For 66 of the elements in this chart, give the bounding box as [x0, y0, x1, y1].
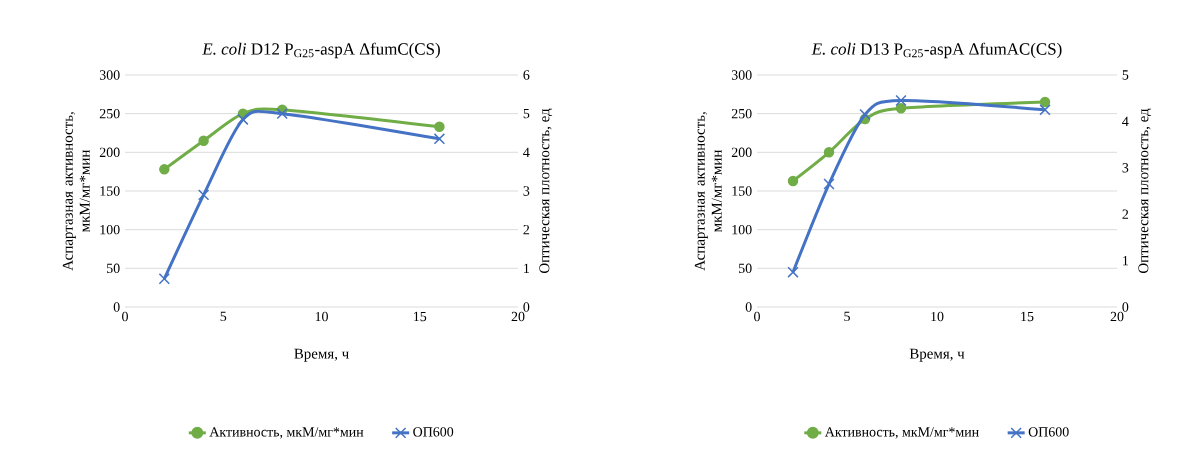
- y2-axis-title: Оптическая плотность, ед: [539, 108, 553, 274]
- point: [787, 175, 799, 187]
- point: [1039, 104, 1051, 116]
- x-tick-label: 15: [1021, 311, 1034, 322]
- y2-axis-title: Оптическая плотность, ед: [1138, 108, 1152, 274]
- y2-tick-label: 2: [523, 225, 530, 235]
- y2-tick-label: 4: [523, 147, 530, 157]
- chart-title: E. coli D12 P$_{G25}$-aspA ΔfumC(CS): [202, 42, 440, 59]
- point: [237, 113, 249, 126]
- x-tick-label: 20: [1110, 311, 1124, 322]
- point: [276, 107, 288, 120]
- y-tick-label: 300: [731, 70, 752, 80]
- x-tick-label: 0: [122, 311, 128, 322]
- y-tick-label: 0: [113, 302, 120, 312]
- y-tick-label: 200: [731, 147, 752, 158]
- legend-label: Активность, мкМ/мг*мин: [209, 427, 364, 439]
- x-tick-label: 5: [844, 311, 850, 322]
- point: [197, 189, 210, 201]
- y-tick-label: 200: [99, 147, 120, 158]
- y-tick-label: 250: [99, 108, 120, 119]
- y-tick-label: 300: [99, 70, 120, 80]
- point: [859, 108, 871, 121]
- point: [823, 147, 835, 158]
- point: [434, 121, 445, 133]
- x-tick-label: 0: [754, 311, 760, 322]
- point: [433, 133, 446, 145]
- y-tick-label: 150: [732, 186, 752, 196]
- point: [895, 103, 907, 114]
- y2-tick-label: 0: [1122, 302, 1129, 312]
- point: [787, 266, 799, 278]
- point: [159, 164, 170, 175]
- x-tick-label: 10: [931, 311, 944, 322]
- legend-label: Активность, мкМ/мг*мин: [824, 427, 979, 439]
- point: [158, 273, 170, 285]
- legend-label: ОП600: [413, 427, 454, 437]
- y2-tick-label: 5: [523, 109, 530, 119]
- y2-tick-label: 2: [1122, 209, 1129, 219]
- y-tick-label: 50: [107, 263, 120, 274]
- y2-tick-label: 4: [1122, 116, 1129, 126]
- point: [895, 94, 907, 107]
- y-tick-label: 100: [100, 224, 120, 235]
- y2-tick-label: 6: [523, 70, 530, 80]
- x-axis-title: Время, ч: [909, 348, 965, 362]
- y2-tick-label: 3: [523, 186, 530, 196]
- x-tick-label: 10: [315, 311, 328, 322]
- y-axis-title: Аспартазная активность, мкМ/мг*мин: [62, 112, 90, 271]
- x-tick-label: 20: [511, 311, 525, 322]
- y2-tick-label: 1: [524, 263, 529, 273]
- legend-label: ОП600: [1028, 427, 1069, 437]
- y-axis-title: Аспартазная активность, мкМ/мг*мин: [694, 112, 722, 271]
- point: [1039, 96, 1051, 108]
- y-tick-label: 100: [732, 224, 752, 235]
- y-tick-label: 0: [745, 302, 752, 312]
- y-tick-label: 50: [739, 263, 752, 274]
- y-tick-label: 150: [100, 186, 120, 196]
- point: [823, 178, 835, 190]
- point: [198, 135, 209, 146]
- x-axis-title: Время, ч: [294, 348, 349, 362]
- x-tick-label: 15: [414, 311, 427, 322]
- y2-tick-label: 5: [1122, 70, 1129, 80]
- y2-tick-label: 1: [1123, 255, 1128, 266]
- y2-tick-label: 0: [523, 302, 530, 312]
- x-tick-label: 5: [220, 311, 227, 322]
- y-tick-label: 250: [731, 108, 752, 119]
- y2-tick-label: 3: [1122, 163, 1129, 173]
- chart-title: E. coli D13 P$_{G25}$-aspA ΔfumAC(CS): [811, 42, 1062, 59]
